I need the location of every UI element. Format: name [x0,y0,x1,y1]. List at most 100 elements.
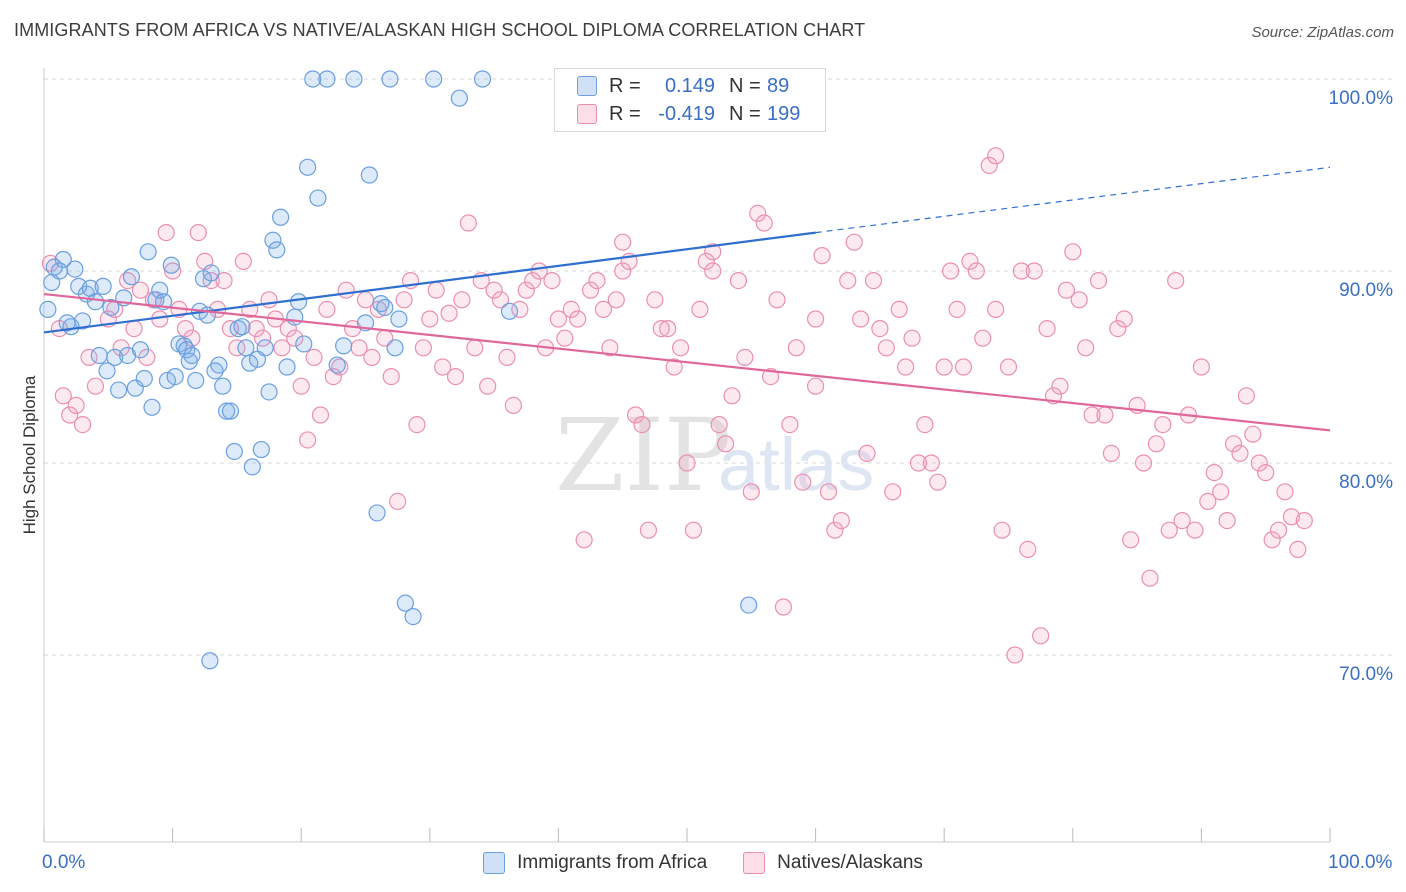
natives-point [601,339,619,357]
legend-r-label: R = [609,102,641,125]
natives-point [453,291,471,309]
bottom-legend: Immigrants from Africa Natives/Alaskans [0,852,1406,874]
natives-point [877,339,895,357]
natives-point [305,348,323,366]
natives-alaskans-points [41,114,1313,664]
immigrants-point [304,70,322,88]
natives-point [852,310,870,328]
bottom-legend-label: Natives/Alaskans [777,852,923,873]
natives-point [459,214,477,232]
natives-point [736,348,754,366]
natives-point [1205,464,1223,482]
natives-point [337,281,355,299]
immigrants-point [252,440,270,459]
natives-point [987,300,1005,318]
natives-point [704,243,722,261]
natives-point [954,358,973,376]
natives-point [999,358,1018,376]
natives-point [556,329,574,347]
y-tick-labels: 100.0% 90.0% 80.0% 70.0% [1329,88,1394,685]
immigrants-point [290,293,308,311]
legend-swatch-pink [577,104,597,124]
immigrants-point [328,356,346,374]
natives-point [234,252,252,270]
natives-point [806,377,825,395]
immigrants-point [425,70,443,88]
natives-point [67,396,85,414]
natives-point [858,444,876,462]
immigrants-point [272,208,290,226]
natives-point [414,339,432,357]
x-tick-right: 100.0% [1328,852,1393,873]
bottom-legend-natives: Natives/Alaskans [743,852,923,874]
immigrants-point [162,256,180,274]
axes [43,68,1331,843]
y-tick-label: 90.0% [1339,280,1393,301]
natives-point [781,416,799,434]
natives-point [987,147,1005,165]
bottom-legend-swatch-blue [483,852,506,874]
y-tick-label: 70.0% [1339,664,1393,685]
natives-point [974,329,992,347]
immigrants-point [109,381,128,399]
natives-point [1282,508,1301,526]
natives-trend-line [43,292,1331,432]
natives-point [659,320,677,338]
natives-point [903,329,921,347]
immigrants-point [135,369,153,388]
natives-point [774,598,793,616]
natives-point [916,416,934,434]
natives-point [1173,511,1191,530]
natives-point [614,262,632,280]
natives-point [639,521,658,539]
immigrants-trend-line [43,231,816,334]
immigrants-point [187,371,205,390]
natives-point [1186,521,1204,539]
natives-point [485,281,503,299]
natives-point [980,156,998,174]
natives-point [909,454,928,472]
natives-point [1032,627,1050,645]
immigrants-point [386,339,404,357]
bottom-legend-immigrants: Immigrants from Africa [483,852,707,874]
natives-point [1250,454,1268,472]
natives-point [389,492,407,510]
immigrants-point [210,356,228,374]
natives-point [543,272,561,290]
natives-point [54,387,72,405]
immigrants-point [268,241,286,259]
natives-point [318,300,336,318]
natives-point [1192,358,1211,376]
immigrants-point [368,504,386,522]
natives-point [427,281,445,299]
natives-point [299,431,317,449]
natives-point [575,531,593,549]
immigrants-point [233,318,251,336]
natives-point [864,272,883,290]
natives-point [157,224,175,242]
chart-title: IMMIGRANTS FROM AFRICA VS NATIVE/ALASKAN… [14,20,866,40]
natives-point [948,300,966,318]
natives-point [511,300,529,318]
natives-point [1051,377,1069,395]
natives-point [1154,416,1172,434]
immigrants-point [260,383,278,401]
immigrants-point [131,341,150,359]
immigrants-point [241,354,259,372]
trend-lines [43,166,1331,432]
natives-point [871,320,889,338]
immigrants-point [473,70,492,88]
natives-point [1109,320,1127,338]
natives-point [504,396,522,414]
immigrants-point [86,293,105,311]
natives-point [562,300,580,318]
immigrants-point [278,358,296,376]
natives-point [633,416,651,434]
legend-swatch-blue [577,76,597,96]
natives-point [710,416,728,434]
immigrants-point [299,158,317,176]
natives-point [1089,272,1108,290]
y-tick-label: 80.0% [1339,472,1393,493]
natives-point [1199,492,1217,510]
